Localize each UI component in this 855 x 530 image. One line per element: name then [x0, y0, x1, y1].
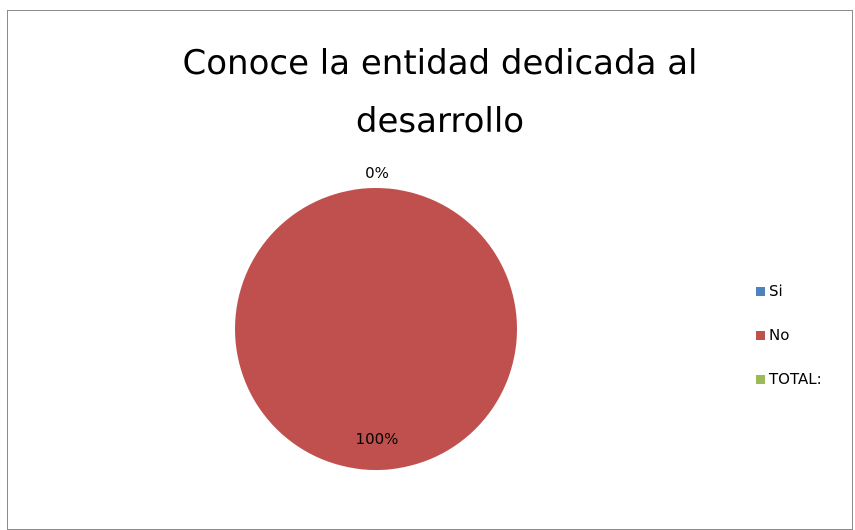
legend: Si No TOTAL: — [756, 280, 822, 412]
legend-label-no: No — [769, 326, 790, 344]
chart-title-line-1: Conoce la entidad dedicada al — [182, 43, 698, 83]
legend-item-si: Si — [756, 280, 822, 302]
data-label-si: 0% — [365, 164, 389, 182]
legend-swatch-no — [756, 330, 765, 340]
legend-label-si: Si — [769, 282, 783, 300]
legend-item-no: No — [756, 324, 822, 346]
pie-slice-no — [235, 188, 517, 470]
legend-swatch-si — [756, 286, 765, 296]
chart-title-line-2: desarrollo — [355, 101, 525, 141]
chart-title: Conoce la entidad dedicada al desarrollo — [0, 34, 855, 150]
legend-label-total: TOTAL: — [769, 370, 822, 388]
legend-item-total: TOTAL: — [756, 368, 822, 390]
legend-swatch-total — [756, 374, 765, 384]
pie-chart: 0% 100% — [235, 164, 517, 470]
pie-slices — [235, 188, 517, 470]
data-label-no: 100% — [356, 430, 399, 448]
